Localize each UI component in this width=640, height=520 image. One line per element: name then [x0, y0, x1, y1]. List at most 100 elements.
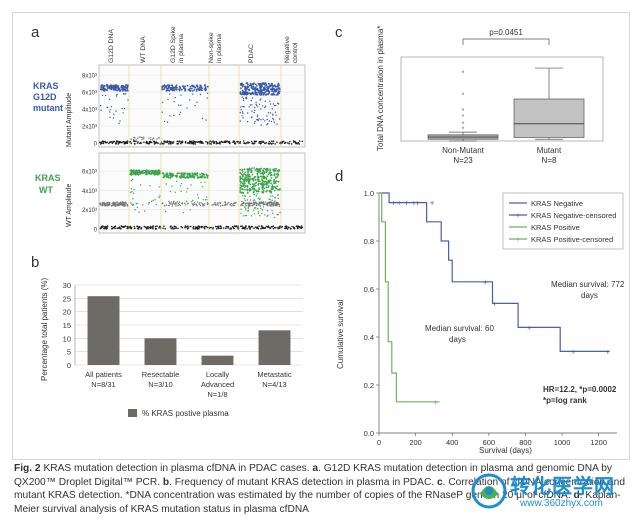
droplet: [107, 204, 110, 206]
droplet: [133, 139, 135, 141]
droplet: [277, 194, 279, 196]
droplet: [154, 227, 157, 230]
column-label-3: G12D Spike in plasma: [170, 26, 185, 63]
droplet: [140, 228, 142, 230]
droplet: [169, 173, 172, 176]
droplet: [270, 203, 273, 206]
droplet: [275, 187, 277, 190]
droplet: [246, 82, 249, 84]
droplet: [166, 172, 168, 175]
droplet: [114, 227, 116, 230]
droplet: [258, 103, 261, 106]
droplet: [242, 188, 244, 191]
droplet: [290, 228, 292, 230]
droplet: [186, 200, 188, 203]
droplet: [154, 225, 157, 228]
droplet: [129, 140, 132, 143]
droplet: [248, 189, 251, 192]
droplet: [131, 171, 134, 173]
droplet: [144, 170, 147, 172]
droplet: [202, 175, 204, 178]
droplet: [250, 215, 253, 217]
droplet: [247, 175, 250, 178]
droplet: [212, 140, 214, 142]
droplet: [185, 204, 187, 206]
droplet: [247, 202, 250, 205]
droplet: [269, 168, 272, 171]
droplet: [123, 86, 126, 89]
droplet: [109, 116, 111, 119]
droplet: [271, 87, 274, 90]
droplet: [261, 89, 263, 92]
droplet: [245, 97, 247, 100]
droplet: [119, 202, 122, 204]
droplet: [199, 173, 202, 176]
droplet: [247, 206, 249, 208]
droplet: [259, 201, 261, 203]
droplet: [120, 203, 122, 206]
droplet: [166, 121, 169, 123]
watermark: 转化医学网 www.360zhyx.com: [470, 470, 638, 516]
droplet: [271, 210, 273, 212]
droplet: [189, 141, 192, 144]
droplet: [184, 89, 187, 92]
droplet: [258, 142, 260, 144]
top-droplets: [99, 82, 304, 145]
droplet: [253, 111, 255, 114]
droplet: [273, 186, 276, 188]
droplet: [179, 87, 182, 90]
d-censor-mark-kras-negative-censored: +: [411, 199, 416, 208]
droplet: [197, 197, 200, 199]
droplet: [244, 206, 246, 208]
droplet: [184, 85, 186, 88]
droplet: [149, 226, 151, 229]
droplet: [134, 209, 136, 211]
droplet: [271, 86, 274, 88]
droplet: [168, 201, 171, 204]
c-outlier: *: [462, 121, 465, 128]
column-label-6: Negative control: [284, 36, 299, 63]
droplet: [242, 192, 245, 194]
droplet: [127, 99, 129, 101]
droplet: [262, 206, 265, 208]
column-label-2: WT DNA: [140, 36, 147, 63]
droplet: [266, 93, 269, 95]
droplet: [245, 205, 247, 207]
droplet: [271, 186, 273, 189]
b-category-note-2: N=3/10: [148, 380, 172, 389]
droplet: [234, 143, 237, 145]
droplet: [285, 225, 287, 227]
droplet: [176, 174, 179, 177]
droplet: [271, 90, 273, 93]
droplet: [264, 120, 266, 122]
droplet: [189, 140, 191, 143]
droplet: [277, 188, 280, 191]
droplet: [164, 204, 166, 207]
droplet: [278, 227, 281, 229]
droplet: [244, 199, 247, 202]
droplet: [265, 203, 268, 206]
droplet: [99, 104, 102, 107]
d-censor-mark-kras-negative-censored: +: [415, 199, 420, 208]
droplet: [182, 175, 185, 178]
droplet: [267, 112, 270, 114]
d-censor-mark-kras-negative-censored: +: [527, 323, 532, 332]
droplet: [109, 109, 111, 111]
d-censor-mark-kras-negative-censored: +: [571, 347, 576, 356]
droplet: [205, 140, 207, 143]
d-censor-mark-kras-negative-censored: +: [430, 199, 435, 208]
droplet: [264, 100, 266, 102]
droplet: [131, 178, 134, 181]
droplet: [169, 142, 172, 144]
droplet: [261, 227, 264, 229]
droplet: [269, 112, 272, 114]
droplet: [240, 212, 242, 214]
droplet: [254, 182, 257, 185]
droplet: [205, 196, 208, 198]
droplet: [181, 172, 183, 175]
droplet: [162, 143, 165, 145]
droplet: [255, 168, 258, 171]
droplet: [258, 225, 260, 227]
droplet: [246, 186, 249, 188]
droplet: [264, 84, 267, 87]
